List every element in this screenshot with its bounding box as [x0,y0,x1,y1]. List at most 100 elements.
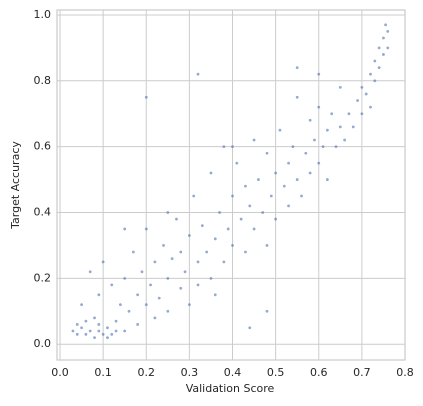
point [166,211,170,214]
point [149,283,152,287]
point [209,171,213,175]
point [136,323,140,326]
point [369,105,372,109]
point [377,46,381,50]
point [179,250,183,254]
point [144,227,148,231]
point [261,211,265,214]
point [175,217,178,221]
point [269,194,273,198]
point [97,293,101,297]
point [304,151,308,155]
point [187,234,191,237]
point [325,178,329,181]
point [386,46,390,50]
point [239,217,243,221]
point [110,283,114,287]
point [101,260,105,264]
point [187,303,191,307]
point [231,244,234,247]
point [300,194,303,198]
point [356,99,359,102]
point [252,227,256,231]
point [265,151,269,155]
point [162,244,165,247]
point [80,303,83,307]
y-tick-label: 0.6 [34,140,52,153]
point [84,332,88,336]
point [213,293,217,297]
point [123,276,127,280]
y-axis-label: Target Accuracy [9,141,22,230]
y-tick-label: 0.4 [34,205,52,218]
point [123,329,127,333]
point [97,329,101,333]
point [317,105,321,109]
point [170,257,174,260]
point [295,95,299,99]
point [384,23,387,27]
point [106,336,109,340]
x-tick-label: 0.0 [51,366,69,379]
point [248,204,252,208]
x-tick-label: 0.4 [224,366,242,379]
point [386,30,390,33]
point [382,53,385,56]
point [183,270,187,274]
point [282,184,286,188]
point [222,145,226,149]
point [287,161,290,165]
point [75,332,79,336]
point [222,260,226,264]
x-tick-label: 0.6 [310,366,328,379]
point [209,276,213,280]
point [192,194,196,198]
point [218,211,221,214]
point [88,329,92,333]
point [377,66,381,70]
point [382,36,385,40]
point [136,293,140,297]
x-tick-label: 0.5 [267,366,285,379]
y-tick-label: 1.0 [34,8,52,21]
point [153,260,157,264]
point [196,72,200,76]
point [118,303,122,307]
point [157,296,161,300]
point [244,184,247,188]
x-tick-label: 0.7 [353,366,371,379]
point [274,217,278,221]
point [343,138,347,142]
point [235,161,239,165]
point [325,128,329,132]
point [123,227,127,231]
point [334,145,338,149]
point [226,227,230,231]
point [330,112,334,116]
point [196,283,200,287]
point [287,204,290,208]
point [93,316,96,320]
point [278,128,282,132]
point [360,112,364,116]
point [97,323,101,326]
point [179,286,183,290]
point [308,171,312,175]
x-tick-label: 0.8 [396,366,414,379]
point [317,72,321,76]
point [248,326,252,330]
point [93,336,96,340]
y-tick-label: 0.0 [34,337,52,350]
point [71,329,75,333]
point [252,138,256,142]
point [265,244,269,247]
point [338,85,342,89]
point [200,224,204,228]
point [131,250,135,254]
point [205,250,209,254]
point [308,118,312,122]
point [313,138,316,142]
plot-frame [56,9,406,361]
point [347,112,351,116]
